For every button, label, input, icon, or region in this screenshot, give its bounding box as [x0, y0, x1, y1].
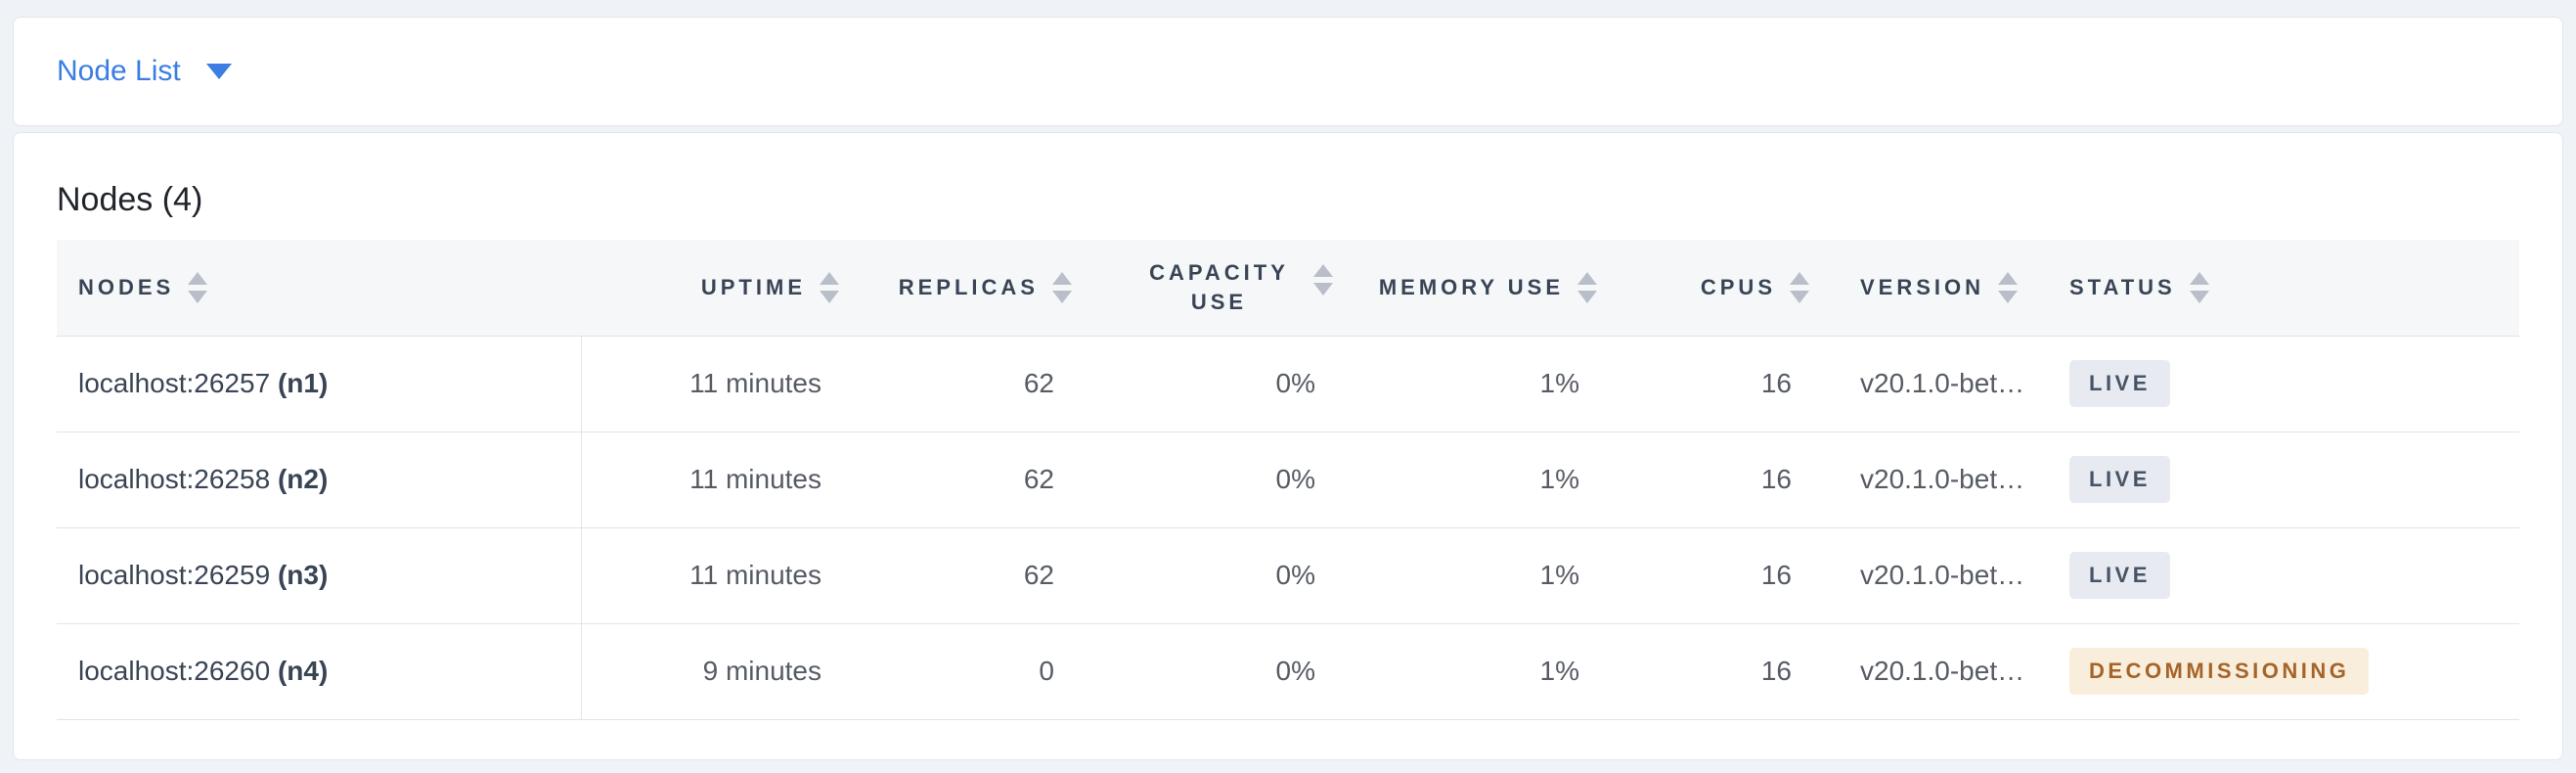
- column-header-version[interactable]: VERSION: [1831, 271, 2046, 303]
- table-row[interactable]: localhost:26260 (n4) 9 minutes 0 0% 1% 1…: [57, 623, 2519, 719]
- nodes-card: Nodes (4) NODES UPTIME: [13, 132, 2563, 760]
- table-row[interactable]: localhost:26257 (n1) 11 minutes 62 0% 1%…: [57, 336, 2519, 432]
- sort-arrows-icon: [1998, 271, 2019, 303]
- column-header-cpus[interactable]: CPUS: [1619, 271, 1831, 303]
- memory-use-cell: 1%: [1539, 368, 1579, 398]
- sort-arrows-icon: [1313, 263, 1333, 296]
- node-list-dropdown[interactable]: Node List: [57, 55, 232, 88]
- capacity-use-cell: 0%: [1275, 464, 1315, 494]
- version-cell: v20.1.0-bet…: [1860, 464, 2025, 494]
- status-cell: DECOMMISSIONING: [2046, 623, 2519, 719]
- table-row[interactable]: localhost:26259 (n3) 11 minutes 62 0% 1%…: [57, 527, 2519, 623]
- cpus-cell: 16: [1760, 368, 1792, 398]
- capacity-use-cell: 0%: [1275, 656, 1315, 686]
- capacity-use-cell: 0%: [1275, 368, 1315, 398]
- status-cell: LIVE: [2046, 336, 2519, 432]
- node-address-cell: localhost:26258 (n2): [57, 432, 582, 527]
- memory-use-cell: 1%: [1539, 656, 1579, 686]
- sort-arrows-icon: [1052, 271, 1072, 303]
- column-header-memory-use[interactable]: MEMORY USE: [1355, 271, 1619, 303]
- status-badge: LIVE: [2069, 360, 2170, 407]
- column-header-capacity-use[interactable]: CAPACITY USE: [1093, 258, 1355, 317]
- sort-arrows-icon: [820, 271, 839, 303]
- cpus-cell: 16: [1760, 464, 1792, 494]
- capacity-use-cell: 0%: [1275, 560, 1315, 590]
- sort-arrows-icon: [2189, 271, 2209, 303]
- view-selector-card: Node List: [13, 17, 2563, 126]
- column-header-status[interactable]: STATUS: [2046, 271, 2519, 303]
- status-badge: DECOMMISSIONING: [2069, 648, 2370, 695]
- node-id: (n3): [277, 560, 329, 590]
- memory-use-cell: 1%: [1539, 560, 1579, 590]
- column-header-nodes[interactable]: NODES: [57, 271, 581, 303]
- status-cell: LIVE: [2046, 432, 2519, 527]
- replicas-cell: 62: [1023, 464, 1054, 494]
- status-badge: LIVE: [2069, 456, 2170, 503]
- node-id: (n2): [277, 464, 329, 494]
- node-address-cell: localhost:26260 (n4): [57, 623, 582, 719]
- table-row[interactable]: localhost:26258 (n2) 11 minutes 62 0% 1%…: [57, 432, 2519, 527]
- uptime-cell: 11 minutes: [689, 464, 822, 494]
- sort-arrows-icon: [188, 271, 208, 303]
- node-id: (n1): [277, 368, 329, 398]
- column-header-uptime[interactable]: UPTIME: [581, 271, 861, 303]
- version-cell: v20.1.0-bet…: [1860, 560, 2025, 590]
- uptime-cell: 11 minutes: [689, 368, 822, 398]
- cpus-cell: 16: [1760, 560, 1792, 590]
- page-title: Nodes (4): [57, 181, 203, 218]
- uptime-cell: 11 minutes: [689, 560, 822, 590]
- caret-down-icon: [205, 64, 232, 79]
- replicas-cell: 0: [1039, 656, 1054, 686]
- status-badge: LIVE: [2069, 552, 2170, 599]
- replicas-cell: 62: [1023, 560, 1054, 590]
- nodes-table: NODES UPTIME REPLICAS CAPACITY USE: [57, 240, 2519, 720]
- sort-arrows-icon: [1577, 271, 1597, 303]
- replicas-cell: 62: [1023, 368, 1054, 398]
- node-address-cell: localhost:26257 (n1): [57, 336, 582, 432]
- node-list-dropdown-label: Node List: [57, 55, 181, 87]
- version-cell: v20.1.0-bet…: [1860, 368, 2025, 398]
- column-header-replicas[interactable]: REPLICAS: [861, 271, 1093, 303]
- status-cell: LIVE: [2046, 527, 2519, 623]
- sort-arrows-icon: [1790, 271, 1809, 303]
- node-address-cell: localhost:26259 (n3): [57, 527, 582, 623]
- node-id: (n4): [277, 656, 329, 686]
- uptime-cell: 9 minutes: [702, 656, 822, 686]
- table-header-row: NODES UPTIME REPLICAS CAPACITY USE: [57, 240, 2519, 336]
- memory-use-cell: 1%: [1539, 464, 1579, 494]
- cpus-cell: 16: [1760, 656, 1792, 686]
- version-cell: v20.1.0-bet…: [1860, 656, 2025, 686]
